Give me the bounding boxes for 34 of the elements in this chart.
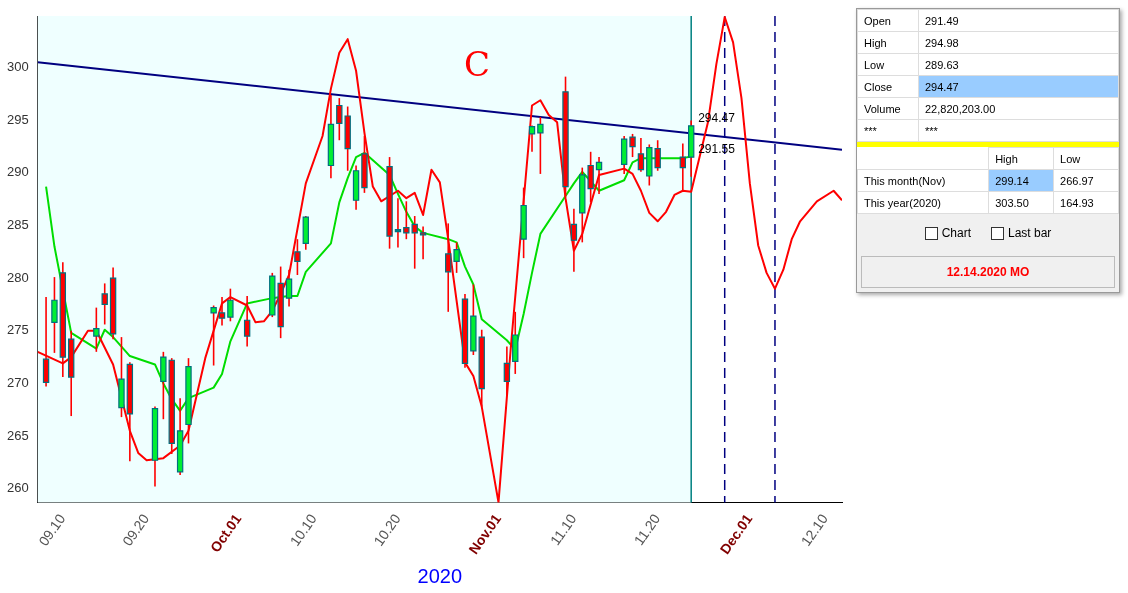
text: Chart: [941, 226, 971, 240]
text: Open: [864, 14, 891, 27]
text: 266.97: [1060, 174, 1094, 187]
annotation: C: [463, 44, 490, 84]
text: 294.47: [925, 80, 959, 93]
text: 299.14: [995, 174, 1029, 187]
text: Low: [864, 58, 885, 71]
text: 289.63: [925, 58, 959, 71]
text: Volume: [864, 102, 901, 115]
x-axis-title: 2020: [417, 564, 463, 587]
y-tick-label: 295: [6, 111, 29, 127]
text: High: [864, 36, 887, 49]
y-tick-label: 285: [6, 217, 29, 233]
text: 291.49: [925, 14, 959, 27]
text: ***: [864, 124, 877, 137]
text: High: [995, 152, 1018, 165]
text: 294.98: [925, 36, 959, 49]
text: This month(Nov): [864, 174, 946, 187]
y-tick-label: 290: [6, 164, 29, 180]
text: Close: [864, 80, 893, 93]
text: This year(2020): [864, 196, 942, 209]
y-tick-label: 300: [6, 59, 29, 75]
text: 164.93: [1060, 196, 1094, 209]
y-tick-label: 280: [6, 269, 29, 285]
text: 12.14.2020 MO: [946, 265, 1030, 280]
text: Low: [1060, 152, 1081, 165]
text: 22,820,203.00: [925, 102, 996, 115]
y-tick-label: 275: [6, 322, 29, 338]
text: ***: [925, 124, 938, 137]
y-tick-label: 270: [6, 375, 29, 390]
y-tick-label: 260: [6, 480, 29, 496]
y-tick-label: 265: [6, 427, 29, 443]
text: 303.50: [995, 196, 1029, 209]
text: Last bar: [1007, 226, 1052, 240]
